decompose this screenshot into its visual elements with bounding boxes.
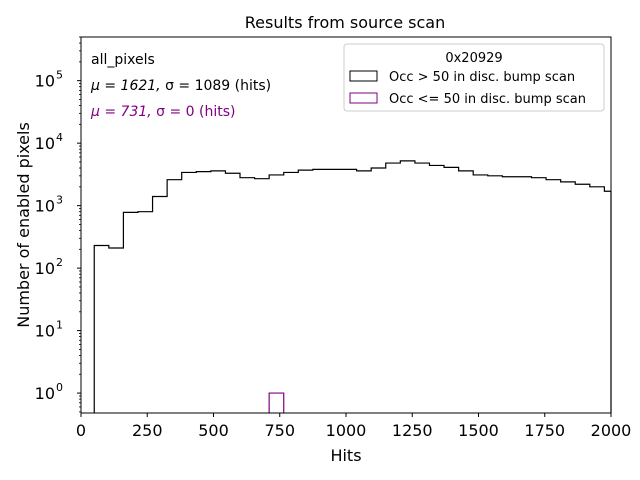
y-tick-label-1: 10 bbox=[35, 322, 55, 341]
histogram-series-2 bbox=[268, 392, 285, 413]
x-tick-label-1500: 1500 bbox=[458, 421, 499, 440]
legend: 0x20929 Occ > 50 in disc. bump scan Occ … bbox=[343, 43, 605, 112]
stats-mu-black: μ = 1621, bbox=[90, 78, 165, 94]
annotation-stats-purple: μ = 731, σ = 0 (hits) bbox=[90, 104, 236, 120]
y-tick-exponent-1: 1 bbox=[56, 319, 63, 332]
y-axis-label: Number of enabled pixels bbox=[14, 122, 33, 328]
x-tick-label-500: 500 bbox=[198, 421, 229, 440]
stats-sigma-black: σ = 1089 (hits) bbox=[165, 78, 271, 94]
y-tick-exponent-0: 0 bbox=[56, 381, 63, 394]
y-tick-exponent-2: 2 bbox=[56, 256, 63, 269]
plot-series bbox=[93, 160, 612, 413]
x-axis-label: Hits bbox=[330, 446, 361, 465]
x-tick-label-750: 750 bbox=[264, 421, 295, 440]
x-tick-label-250: 250 bbox=[132, 421, 163, 440]
chart-title: Results from source scan bbox=[245, 13, 445, 32]
legend-title: 0x20929 bbox=[445, 51, 502, 66]
y-tick-label-4: 10 bbox=[35, 134, 55, 153]
legend-entry-purple: Occ <= 50 in disc. bump scan bbox=[389, 92, 586, 107]
y-tick-label-0: 10 bbox=[35, 384, 55, 403]
y-tick-exponent-5: 5 bbox=[56, 69, 63, 82]
legend-entry-black: Occ > 50 in disc. bump scan bbox=[389, 70, 575, 85]
histogram-series-1 bbox=[93, 160, 612, 413]
legend-box bbox=[343, 43, 605, 112]
annotation-label: all_pixels bbox=[91, 52, 155, 68]
y-tick-label-5: 10 bbox=[35, 72, 55, 91]
stats-sigma-purple: σ = 0 (hits) bbox=[156, 104, 235, 120]
stats-annotation: all_pixels μ = 1621, σ = 1089 (hits) μ =… bbox=[90, 52, 271, 120]
x-tick-label-1750: 1750 bbox=[524, 421, 565, 440]
x-axis-ticks: 0 250 500 750 1000 1250 1500 1750 2000 bbox=[76, 413, 631, 440]
x-tick-label-2000: 2000 bbox=[591, 421, 632, 440]
y-tick-exponent-3: 3 bbox=[56, 194, 63, 207]
y-tick-exponent-4: 4 bbox=[56, 131, 63, 144]
legend-swatch-black bbox=[349, 70, 378, 82]
stats-mu-purple: μ = 731, bbox=[90, 104, 156, 120]
y-tick-label-2: 10 bbox=[35, 259, 55, 278]
y-tick-label-3: 10 bbox=[35, 197, 55, 216]
annotation-stats-black: μ = 1621, σ = 1089 (hits) bbox=[90, 78, 271, 94]
x-tick-label-1250: 1250 bbox=[392, 421, 433, 440]
x-tick-label-0: 0 bbox=[76, 421, 86, 440]
legend-swatch-purple bbox=[349, 92, 378, 104]
x-tick-label-1000: 1000 bbox=[326, 421, 367, 440]
